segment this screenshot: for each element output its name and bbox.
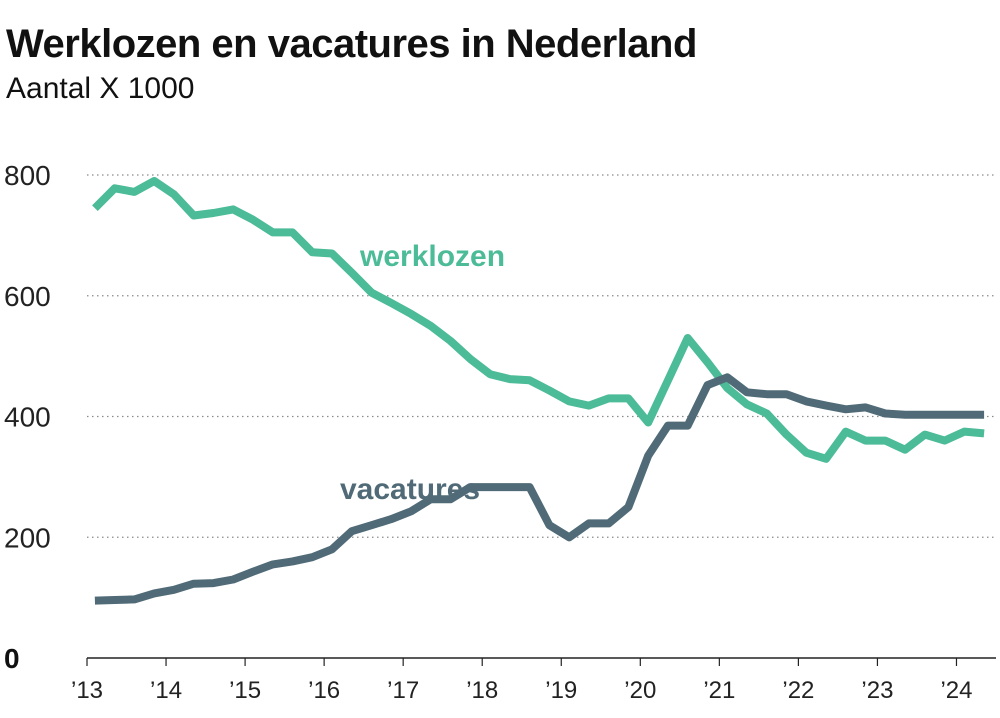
gridlines [87, 174, 996, 538]
y-tick-label: 200 [4, 522, 51, 553]
x-tick-label: ’20 [624, 677, 656, 704]
y-tick-label: 600 [4, 281, 51, 312]
x-tick-label: ’13 [71, 677, 103, 704]
x-tick-label: ’18 [466, 677, 498, 704]
series-label-werklozen: werklozen [359, 240, 505, 273]
series-line-werklozen [92, 177, 985, 463]
series-line-vacatures [94, 373, 985, 605]
x-tick-label: ’16 [308, 677, 340, 704]
x-tick-label: ’14 [150, 677, 182, 704]
x-tick-label: ’24 [940, 677, 972, 704]
chart-subtitle: Aantal X 1000 [6, 72, 195, 105]
chart-title: Werklozen en vacatures in Nederland [6, 22, 697, 66]
y-tick-label: 800 [4, 160, 51, 191]
x-tick-label: ’23 [861, 677, 893, 704]
series-lines [92, 177, 985, 605]
x-tick-label: ’19 [545, 677, 577, 704]
annotations: werklozen vacatures [340, 240, 505, 506]
x-tick-label: ’22 [782, 677, 814, 704]
x-tick-label: ’17 [387, 677, 419, 704]
series-label-vacatures: vacatures [340, 473, 480, 506]
y-tick-label: 400 [4, 402, 51, 433]
axes: 0 200 400 600 800 ’13 ’14 ’15 ’16 ’17 ’18 ’19 ’20 ’21… [4, 160, 996, 704]
y-tick-label: 0 [4, 643, 20, 674]
x-tick-label: ’15 [229, 677, 261, 704]
x-tick-label: ’21 [703, 677, 735, 704]
